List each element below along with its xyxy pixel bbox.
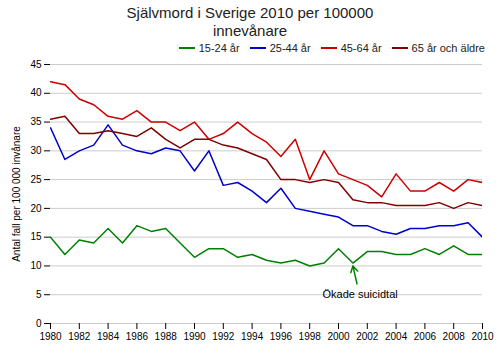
- svg-text:1984: 1984: [97, 331, 120, 342]
- svg-text:2002: 2002: [356, 331, 379, 342]
- html-text:45-64 år: 45-64 år: [340, 42, 382, 54]
- svg-text:2000: 2000: [327, 331, 350, 342]
- svg-text:1998: 1998: [299, 331, 322, 342]
- svg-text:1982: 1982: [68, 331, 91, 342]
- svg-text:1994: 1994: [241, 331, 264, 342]
- svg-text:1992: 1992: [212, 331, 235, 342]
- svg-text:20: 20: [30, 203, 42, 214]
- svg-text:1996: 1996: [270, 331, 293, 342]
- svg-text:5: 5: [36, 289, 42, 300]
- html-text:25-44 år: 25-44 år: [269, 42, 311, 54]
- svg-text:1988: 1988: [155, 331, 178, 342]
- svg-text:2008: 2008: [443, 331, 466, 342]
- svg-text:0: 0: [36, 318, 42, 329]
- svg-text:25: 25: [30, 174, 42, 185]
- svg-text:2004: 2004: [385, 331, 408, 342]
- svg-text:15: 15: [30, 231, 42, 242]
- svg-text:Antal fall per 100 000 invånar: Antal fall per 100 000 invånare: [11, 126, 22, 262]
- svg-text:1990: 1990: [183, 331, 206, 342]
- html-text:15-24 år: 15-24 år: [198, 42, 240, 54]
- svg-text:1986: 1986: [126, 331, 149, 342]
- svg-text:30: 30: [30, 145, 42, 156]
- svg-text:1980: 1980: [39, 331, 62, 342]
- html-text:Självmord i Sverige 2010 per 1: Självmord i Sverige 2010 per 100000 inne…: [126, 4, 374, 39]
- svg-text:2006: 2006: [414, 331, 437, 342]
- svg-text:2010: 2010: [471, 331, 494, 342]
- html-text:65 år och äldre: 65 år och äldre: [411, 42, 485, 54]
- svg-text:35: 35: [30, 116, 42, 127]
- svg-text:40: 40: [30, 87, 42, 98]
- svg-text:45: 45: [30, 59, 42, 70]
- svg-text:10: 10: [30, 260, 42, 271]
- svg-text:Ökade suicidtal: Ökade suicidtal: [322, 288, 397, 300]
